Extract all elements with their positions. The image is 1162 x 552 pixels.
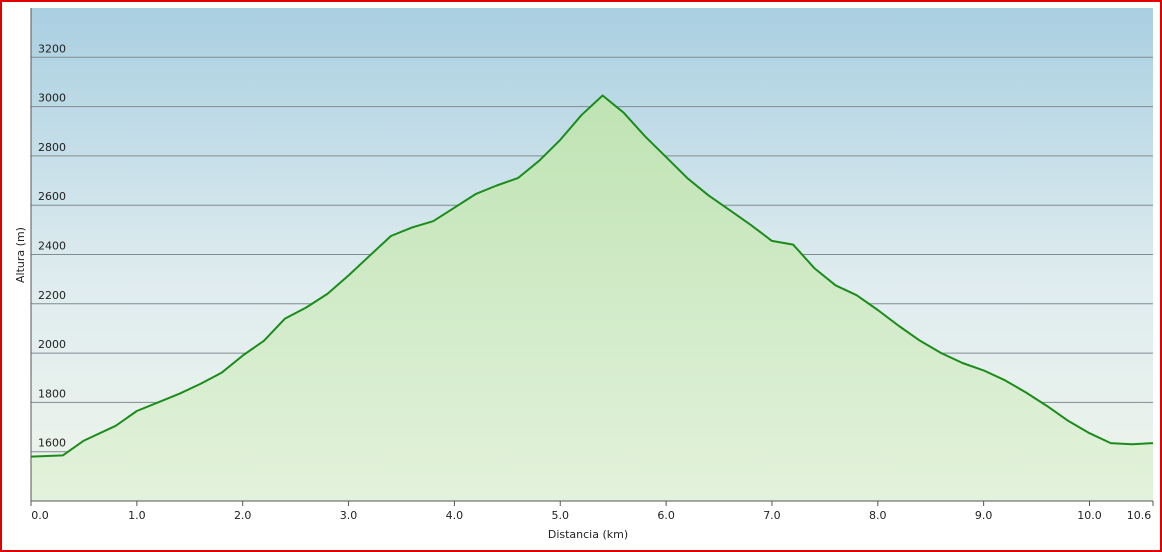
x-tick-label: 9.0 — [975, 509, 993, 522]
x-tick-label: 3.0 — [340, 509, 358, 522]
y-axis-label: Altura (m) — [14, 227, 27, 283]
x-tick-label: 0.0 — [31, 509, 49, 522]
x-tick-label: 4.0 — [446, 509, 464, 522]
y-tick-label: 2800 — [38, 141, 66, 154]
y-tick-label: 2200 — [38, 289, 66, 302]
y-tick-label: 1800 — [38, 387, 66, 400]
elevation-line — [30, 94, 1154, 458]
x-tick-label: 5.0 — [551, 509, 569, 522]
y-tick-label: 2000 — [38, 338, 66, 351]
y-tick-label: 3000 — [38, 92, 66, 105]
y-tick-label: 2400 — [38, 240, 66, 253]
x-tick-label: 1.0 — [128, 509, 146, 522]
x-tick-label: 8.0 — [869, 509, 887, 522]
y-tick-label: 1600 — [38, 437, 66, 450]
x-tick-label: 7.0 — [763, 509, 781, 522]
y-tick-label: 3200 — [38, 42, 66, 55]
area-fill — [31, 95, 1153, 501]
x-tick-label: 6.0 — [657, 509, 675, 522]
x-axis-label: Distancia (km) — [548, 528, 628, 541]
x-tick-label: 10.0 — [1077, 509, 1102, 522]
y-tick-label: 2600 — [38, 190, 66, 203]
x-tick-label: 2.0 — [234, 509, 252, 522]
x-tick-label: 10.6 — [1127, 509, 1152, 522]
